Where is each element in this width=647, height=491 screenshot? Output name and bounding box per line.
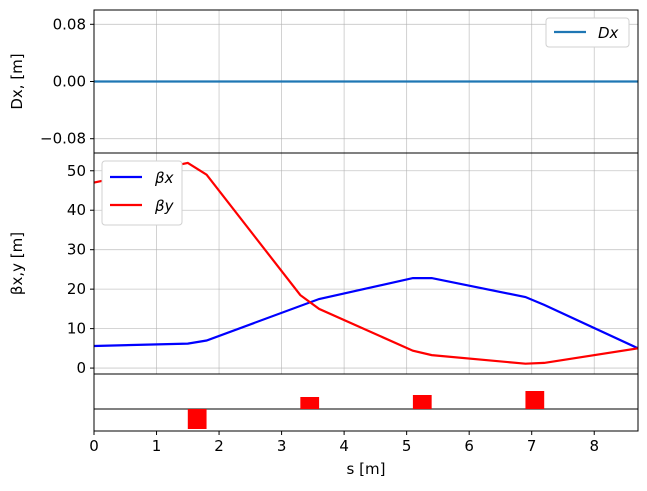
beta-ylabel: βx,y [m] <box>8 232 26 295</box>
beta-lines <box>93 161 639 365</box>
series-line-mid-0 <box>93 277 639 350</box>
xtick-label-0: 0 <box>89 437 99 455</box>
dispersion-ylabel: Dx, [m] <box>8 53 26 109</box>
ytick-label-top-1: 0.00 <box>53 73 86 91</box>
xtick-label-8: 8 <box>589 437 599 455</box>
ytick-label-top-2: 0.08 <box>53 15 86 33</box>
ytick-label-top-0: −0.08 <box>40 130 86 148</box>
xtick-label-7: 7 <box>527 437 537 455</box>
dispersion-legend-box <box>545 17 630 48</box>
ytick-label-mid-5: 50 <box>67 162 86 180</box>
x-ticks: 0 1 2 3 4 5 6 7 8 <box>89 431 599 455</box>
beta-legend: βx βy <box>101 160 183 226</box>
lattice-element-3 <box>525 391 545 409</box>
lattice-element-2 <box>412 395 432 409</box>
lattice-elements <box>187 391 545 429</box>
xtick-label-2: 2 <box>214 437 224 455</box>
xtick-label-1: 1 <box>152 437 162 455</box>
lattice-frame <box>93 373 639 432</box>
series-line-mid-1 <box>93 161 639 365</box>
dispersion-panel: −0.08 0.00 0.08 Dx, [m] Dx <box>8 9 639 154</box>
beta-yticks: 0 10 20 30 40 50 <box>67 162 94 377</box>
xtick-label-5: 5 <box>402 437 412 455</box>
legend-label-betay: βy <box>154 197 175 215</box>
lattice-element-1 <box>300 397 320 409</box>
ytick-label-mid-3: 30 <box>67 241 86 259</box>
xtick-label-3: 3 <box>277 437 287 455</box>
dispersion-legend: Dx <box>545 17 630 48</box>
legend-label-dx: Dx <box>598 24 619 42</box>
ytick-label-mid-1: 10 <box>67 320 86 338</box>
ytick-label-mid-4: 40 <box>67 201 86 219</box>
lattice-element-0 <box>187 409 207 429</box>
ytick-label-mid-2: 20 <box>67 280 86 298</box>
x-axis-label: s [m] <box>347 460 386 478</box>
dispersion-yticks: −0.08 0.00 0.08 <box>40 15 94 148</box>
xtick-label-4: 4 <box>339 437 349 455</box>
lattice-panel: 0 1 2 3 4 5 6 7 8 s [m] <box>89 373 639 478</box>
xtick-label-6: 6 <box>464 437 474 455</box>
legend-label-betax: βx <box>154 169 174 187</box>
ytick-label-mid-0: 0 <box>76 359 86 377</box>
beta-panel: 0 10 20 30 40 50 βx,y [m] βx βy <box>8 152 639 377</box>
